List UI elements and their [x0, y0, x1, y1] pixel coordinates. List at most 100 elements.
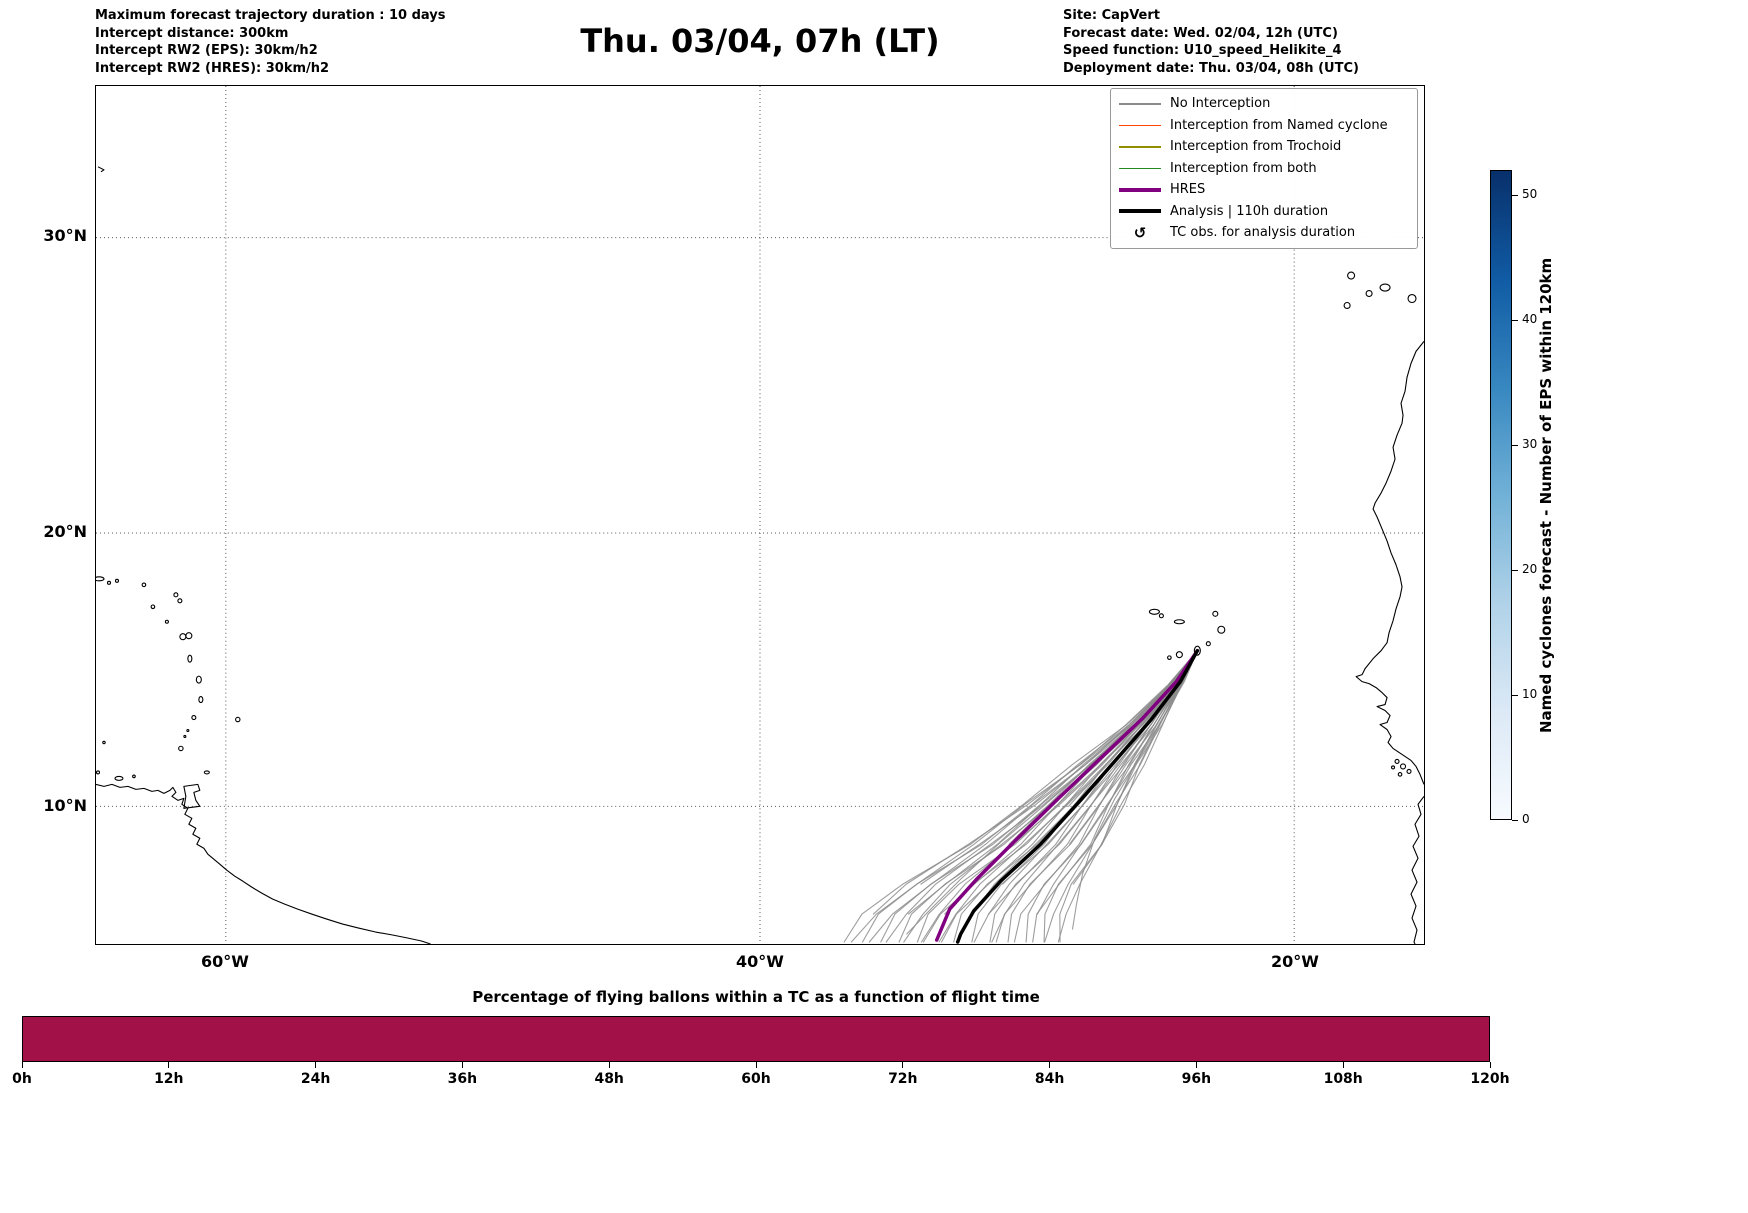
run-parameters: Maximum forecast trajectory duration : 1…	[95, 7, 446, 77]
legend-label: Interception from Named cyclone	[1170, 117, 1388, 133]
tc-obs-icon: ↺	[1133, 223, 1147, 242]
tc-percentage-bar	[22, 1016, 1490, 1062]
x-axis-tick-label: 48h	[594, 1071, 624, 1087]
colorbar-tick-label: 20	[1522, 562, 1538, 576]
legend-item: Interception from Named cyclone	[1111, 115, 1417, 137]
colorbar-tick	[1512, 444, 1518, 446]
x-axis-tick	[461, 1062, 463, 1068]
colorbar-tick	[1512, 319, 1518, 321]
ensemble-trajectory	[872, 650, 1198, 915]
legend-label: Interception from Trochoid	[1170, 139, 1342, 155]
legend-label: Interception from both	[1170, 160, 1317, 176]
x-axis-tick	[168, 1062, 170, 1068]
x-axis-tick-label: 72h	[888, 1071, 918, 1087]
legend-line-swatch	[1119, 187, 1161, 192]
param-line-rw2-eps: Intercept RW2 (EPS): 30km/h2	[95, 43, 318, 58]
coastlines	[96, 166, 1424, 944]
colorbar-tick-label: 50	[1522, 187, 1538, 201]
x-axis-tick-label: 84h	[1034, 1071, 1065, 1087]
legend-item: Interception from Trochoid	[1111, 136, 1417, 158]
colorbar-tick	[1512, 569, 1518, 571]
legend-line-swatch	[1119, 124, 1161, 126]
legend-line-swatch	[1119, 167, 1161, 169]
ensemble-trajectory	[1013, 650, 1198, 943]
x-axis-tick	[1049, 1062, 1051, 1068]
legend: No Interception Interception from Named c…	[1110, 88, 1418, 249]
lon-tick-20w: 20°W	[1271, 952, 1319, 971]
colorbar-gradient	[1490, 170, 1512, 820]
legend-item: No Interception	[1111, 93, 1417, 115]
x-axis-tick-label: 24h	[300, 1071, 331, 1087]
colorbar-tick-label: 30	[1522, 437, 1538, 451]
x-axis-tick-label: 12h	[154, 1071, 184, 1087]
x-axis-tick	[1342, 1062, 1344, 1068]
x-axis-tick-label: 120h	[1470, 1071, 1510, 1087]
trajectory-layer	[843, 648, 1200, 944]
lat-tick-30n: 30°N	[43, 226, 87, 245]
canary-islands	[1343, 271, 1417, 310]
colorbar-tick	[1512, 694, 1518, 696]
colorbar-tick-label: 40	[1522, 312, 1538, 326]
x-axis-tick-label: 60h	[741, 1071, 771, 1087]
colorbar-tick	[1512, 819, 1518, 821]
bottom-axis: 0h 12h 24h 36h 48h 60h 72h 84h 96h 108h 120h	[12, 1062, 1510, 1102]
hres-trajectory	[934, 648, 1200, 942]
ensemble-trajectory	[1071, 650, 1198, 930]
legend-line-swatch	[1119, 146, 1161, 148]
x-axis-tick-label: 96h	[1181, 1071, 1212, 1087]
meta-line-site: Site: CapVert	[1063, 8, 1160, 23]
bijagos-islands	[1390, 758, 1412, 777]
coastline-africa	[1355, 341, 1424, 785]
ensemble-trajectory	[850, 650, 1198, 943]
caribbean-islands	[96, 576, 241, 809]
cape-verde-islands	[1148, 608, 1226, 661]
x-axis-tick-label: 108h	[1323, 1071, 1363, 1087]
ensemble-trajectory	[1044, 650, 1198, 943]
coastline-south-america	[96, 783, 431, 944]
colorbar-tick	[1512, 194, 1518, 196]
analysis-trajectory	[955, 648, 1200, 944]
legend-item: Analysis | 110h duration	[1111, 201, 1417, 223]
param-line-rw2-hres: Intercept RW2 (HRES): 30km/h2	[95, 60, 330, 76]
legend-item: ↺ TC obs. for analysis duration	[1111, 222, 1417, 244]
run-metadata: Site: CapVert Forecast date: Wed. 02/04,…	[1063, 7, 1359, 77]
map-canvas	[96, 86, 1424, 944]
colorbar-tick-label: 0	[1522, 812, 1530, 826]
colorbar-ticks: 0 10 20 30 40 50	[1512, 170, 1556, 830]
x-axis-tick-label: 0h	[12, 1071, 32, 1087]
lat-tick-20n: 20°N	[43, 522, 87, 541]
legend-line-swatch	[1119, 103, 1161, 105]
coastline-africa-south	[1410, 796, 1424, 944]
param-line-distance: Intercept distance: 300km	[95, 25, 289, 41]
x-axis-tick	[21, 1062, 23, 1068]
legend-line-swatch	[1119, 209, 1161, 214]
ensemble-trajectory	[995, 650, 1198, 943]
legend-label: Analysis | 110h duration	[1170, 203, 1329, 219]
legend-item: Interception from both	[1111, 158, 1417, 180]
colorbar-label: Named cyclones forecast - Number of EPS …	[1537, 257, 1555, 733]
x-axis-tick	[1195, 1062, 1197, 1068]
x-axis-tick-label: 36h	[447, 1071, 478, 1087]
x-axis-tick	[902, 1062, 904, 1068]
trajectory-map: No Interception Interception from Named c…	[95, 85, 1425, 945]
legend-label: HRES	[1170, 182, 1206, 198]
lat-tick-10n: 10°N	[43, 796, 87, 815]
x-axis-tick	[608, 1062, 610, 1068]
meta-line-deployment: Deployment date: Thu. 03/04, 08h (UTC)	[1063, 60, 1359, 76]
param-line-duration: Maximum forecast trajectory duration : 1…	[95, 8, 446, 23]
legend-label: TC obs. for analysis duration	[1170, 225, 1356, 241]
bottom-chart-title: Percentage of flying ballons within a TC…	[472, 988, 1040, 1006]
page-title: Thu. 03/04, 07h (LT)	[580, 22, 940, 60]
legend-item: HRES	[1111, 179, 1417, 201]
ensemble-trajectory	[885, 650, 1198, 943]
x-axis-tick	[755, 1062, 757, 1068]
x-axis-tick	[315, 1062, 317, 1068]
ensemble-trajectory	[906, 650, 1198, 935]
bermuda-island	[97, 166, 105, 173]
legend-label: No Interception	[1170, 96, 1271, 112]
meta-line-speedfn: Speed function: U10_speed_Helikite_4	[1063, 43, 1342, 58]
x-axis-tick	[1489, 1062, 1491, 1068]
colorbar-tick-label: 10	[1522, 687, 1538, 701]
lon-tick-40w: 40°W	[736, 952, 784, 971]
lon-tick-60w: 60°W	[201, 952, 249, 971]
